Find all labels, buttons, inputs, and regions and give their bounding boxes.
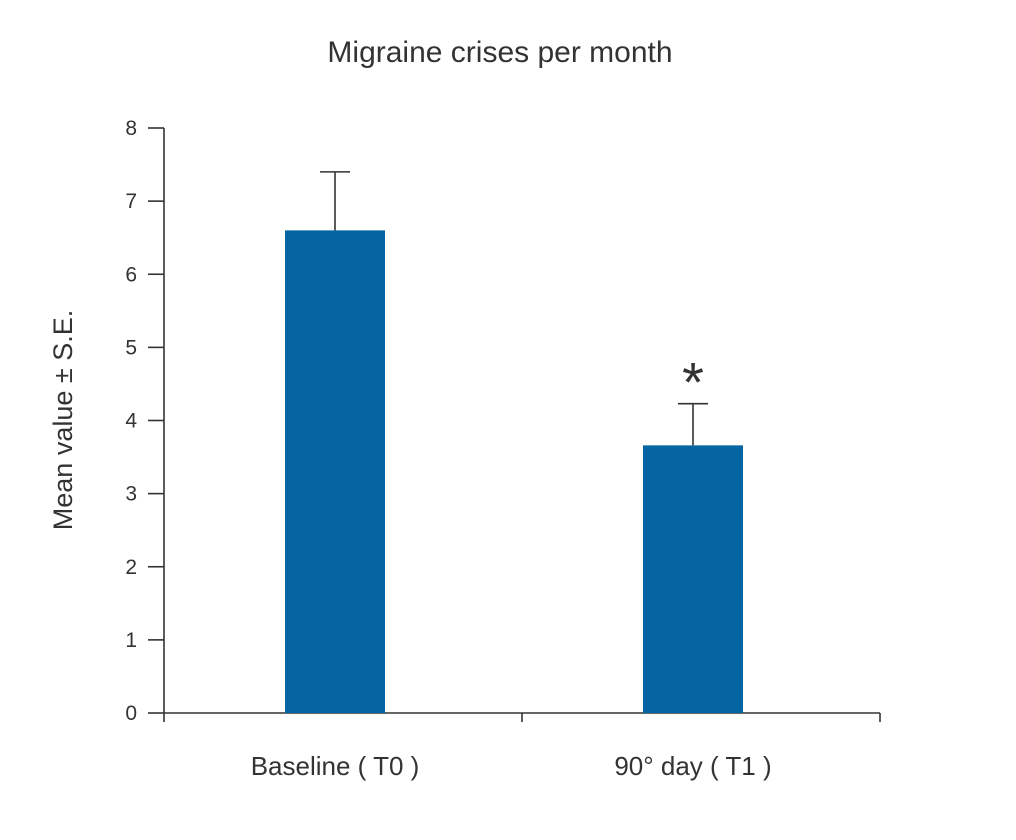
significance-marker: * — [682, 351, 704, 414]
plot-area: 0 1 2 3 4 5 6 7 8 Baseline ( T0 ) 90° day ( T1 ) * — [125, 117, 881, 781]
y-tick-label: 4 — [125, 410, 137, 433]
y-axis-label: Mean value ± S.E. — [48, 310, 78, 530]
y-tick-label: 3 — [125, 483, 137, 506]
y-tick-label: 8 — [125, 117, 137, 140]
y-tick-label: 6 — [125, 263, 137, 286]
bar — [643, 445, 743, 713]
y-tick-label: 0 — [125, 702, 137, 725]
bar — [285, 230, 385, 713]
y-tick-label: 5 — [125, 336, 137, 359]
x-category-label: Baseline ( T0 ) — [251, 751, 420, 781]
chart-title: Migraine crises per month — [327, 36, 672, 69]
y-tick-label: 1 — [125, 629, 137, 652]
y-tick-label: 7 — [125, 190, 137, 213]
y-tick-label: 2 — [125, 556, 137, 579]
x-category-label: 90° day ( T1 ) — [614, 751, 771, 781]
